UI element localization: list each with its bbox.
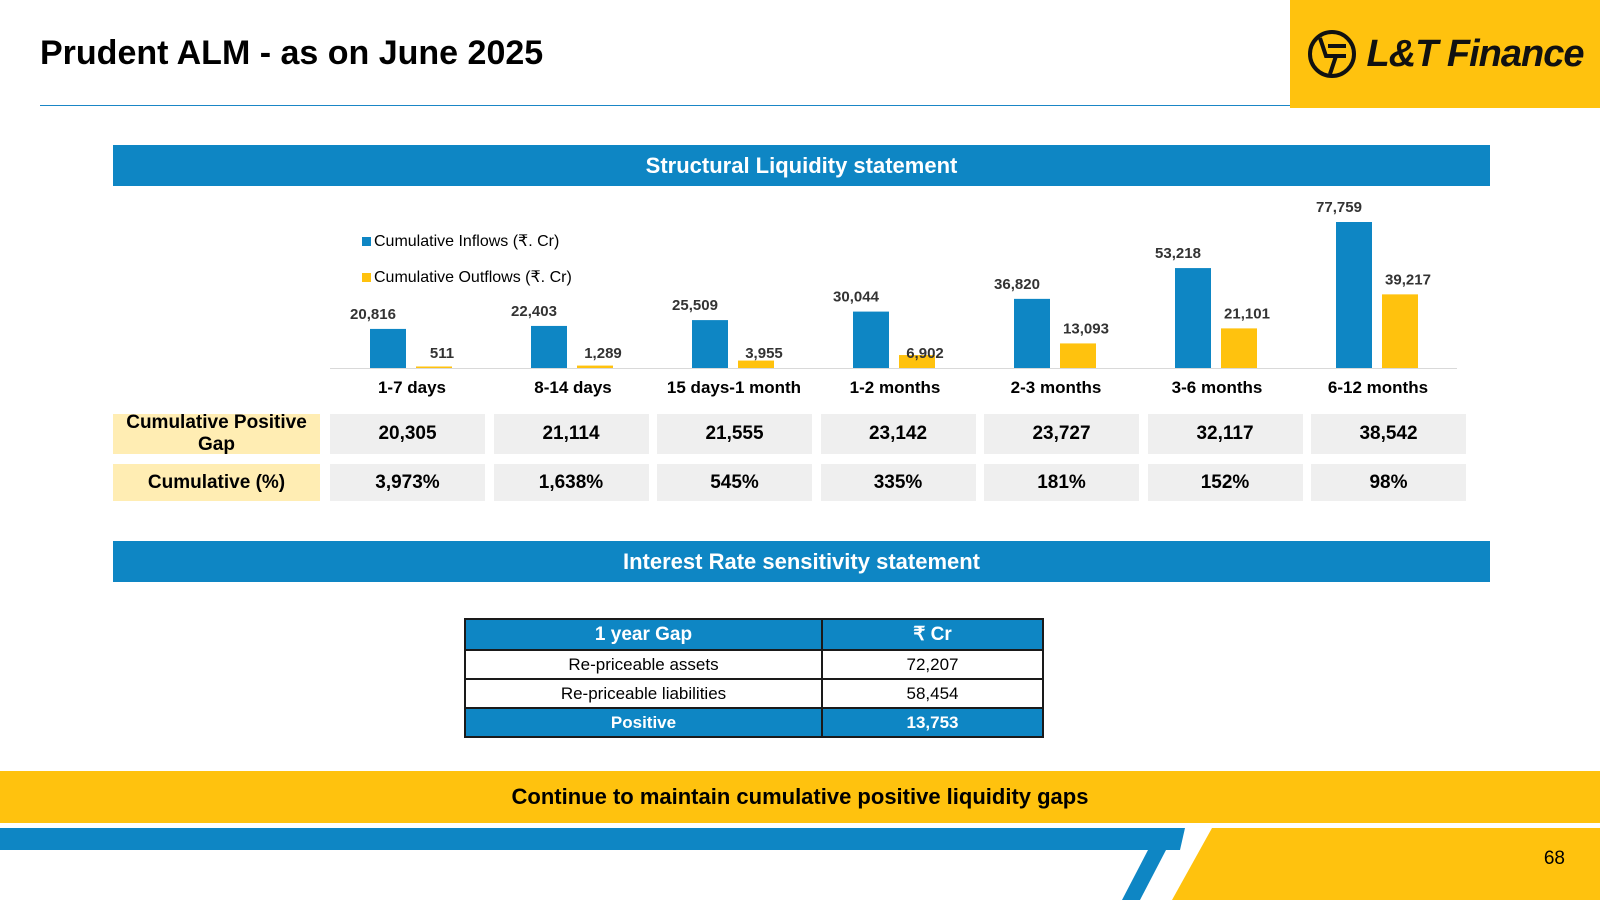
outflow-data-label: 3,955 (745, 345, 783, 362)
inflow-bar (370, 328, 406, 368)
pct-value-cell: 1,638% (493, 464, 649, 501)
inflow-data-label: 77,759 (1316, 199, 1362, 216)
pct-value-cell: 545% (657, 464, 812, 501)
category-tick-label: 15 days-1 month (666, 378, 802, 397)
legend-inflows-label: Cumulative Inflows (₹. Cr) (374, 233, 560, 250)
title-divider (40, 105, 1290, 106)
page-title: Prudent ALM - as on June 2025 (40, 34, 544, 72)
gap-value-cell: 21,114 (493, 414, 649, 454)
pct-value-cell: 181% (984, 464, 1139, 501)
table-cell: 72,207 (821, 649, 1044, 680)
inflow-data-label: 22,403 (511, 303, 557, 320)
category-tick-label: 8-14 days (534, 378, 612, 397)
table-total-value: 13,753 (821, 707, 1044, 738)
page-number: 68 (1543, 848, 1565, 869)
inflow-data-label: 25,509 (672, 297, 718, 314)
outflow-data-label: 13,093 (1063, 320, 1109, 337)
category-tick-label: 2-3 months (1010, 378, 1102, 397)
category-tick-label: 6-12 months (1327, 378, 1429, 397)
table-row: Re-priceable liabilities 58,454 (464, 678, 1044, 709)
outflow-bar (738, 360, 774, 368)
legend-inflows-swatch (362, 236, 371, 246)
inflow-bar (853, 311, 889, 368)
category-tick-label: 1-2 months (849, 378, 941, 397)
table-cell: 58,454 (821, 678, 1044, 709)
outflow-bar (416, 366, 452, 368)
gap-value-cell: 23,142 (820, 414, 976, 454)
table-header-gap: 1 year Gap (464, 618, 823, 651)
liquidity-bar-chart: 20,816 511 22,403 1,289 25,509 3,955 30,044 6,9… (330, 199, 1457, 369)
lt-logo-icon (1308, 30, 1357, 78)
inflow-bar (692, 320, 728, 368)
legend-outflows: Cumulative Outflows (₹. Cr) (362, 267, 572, 287)
table-row: Re-priceable assets 72,207 (464, 649, 1044, 680)
table-total-row: Positive 13,753 (464, 707, 1044, 738)
liquidity-section-header: Structural Liquidity statement (113, 145, 1490, 186)
inflow-data-label: 20,816 (350, 306, 396, 323)
pct-value-cell: 335% (820, 464, 976, 501)
gap-value-cell: 38,542 (1311, 414, 1466, 454)
interest-rate-table: 1 year Gap ₹ Cr Re-priceable assets 72,2… (464, 618, 1044, 738)
brand-logo: L&T Finance (1290, 0, 1600, 108)
table-cell: Re-priceable liabilities (464, 678, 823, 709)
pct-value-cell: 98% (1311, 464, 1466, 501)
inflow-bar (531, 325, 567, 368)
legend-inflows: Cumulative Inflows (₹. Cr) (362, 231, 559, 251)
table-header-unit: ₹ Cr (821, 618, 1044, 651)
outflow-bar (1060, 343, 1096, 368)
table-total-label: Positive (464, 707, 823, 738)
legend-outflows-label: Cumulative Outflows (₹. Cr) (374, 269, 572, 286)
inflow-bar (1336, 222, 1372, 368)
outflow-data-label: 21,101 (1224, 305, 1270, 322)
inflow-bar (1014, 298, 1050, 368)
outflow-data-label: 511 (430, 345, 454, 362)
gap-row-label: Cumulative Positive Gap (113, 412, 320, 455)
outflow-data-label: 1,289 (584, 345, 622, 362)
inflow-bar (1175, 268, 1211, 368)
logo-text: L&T Finance (1366, 32, 1584, 75)
inflow-data-label: 36,820 (994, 276, 1040, 293)
gap-value-cell: 23,727 (984, 414, 1139, 454)
inflow-data-label: 53,218 (1155, 245, 1201, 262)
outflow-data-label: 6,902 (906, 345, 944, 362)
gap-value-cell: 32,117 (1147, 414, 1303, 454)
outflow-bar (1221, 328, 1257, 368)
pct-value-cell: 3,973% (330, 464, 485, 501)
pct-row-label: Cumulative (%) (113, 464, 320, 501)
legend-outflows-swatch (362, 272, 371, 282)
interest-section-header: Interest Rate sensitivity statement (113, 541, 1490, 582)
key-message-banner: Continue to maintain cumulative positive… (0, 771, 1600, 823)
outflow-bar (899, 355, 935, 368)
gap-value-cell: 21,555 (657, 414, 812, 454)
pct-value-cell: 152% (1147, 464, 1303, 501)
category-tick-label: 1-7 days (377, 378, 447, 397)
gap-value-cell: 20,305 (330, 414, 485, 454)
table-cell: Re-priceable assets (464, 649, 823, 680)
outflow-bar (577, 365, 613, 368)
inflow-data-label: 30,044 (833, 289, 880, 306)
footer-decoration (0, 828, 1600, 900)
outflow-data-label: 39,217 (1385, 271, 1431, 288)
outflow-bar (1382, 294, 1418, 368)
category-tick-label: 3-6 months (1171, 378, 1263, 397)
